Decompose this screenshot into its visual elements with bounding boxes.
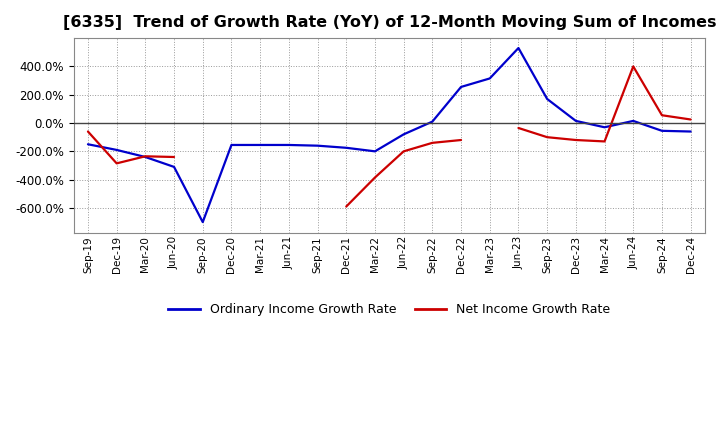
Legend: Ordinary Income Growth Rate, Net Income Growth Rate: Ordinary Income Growth Rate, Net Income … [163,298,615,321]
Title: [6335]  Trend of Growth Rate (YoY) of 12-Month Moving Sum of Incomes: [6335] Trend of Growth Rate (YoY) of 12-… [63,15,716,30]
